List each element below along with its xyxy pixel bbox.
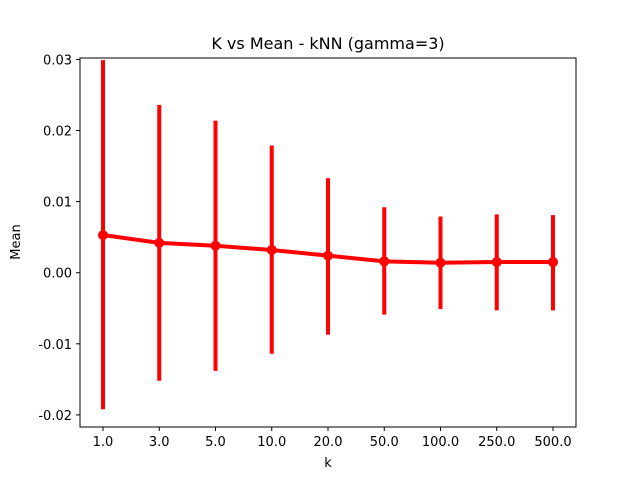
- chart-title: K vs Mean - kNN (gamma=3): [211, 34, 444, 53]
- data-point: [154, 237, 165, 248]
- data-point: [210, 240, 221, 251]
- y-axis: 0.03 0.02 0.01 0.00 -0.01 -0.02: [38, 53, 80, 424]
- x-tick-label: 3.0: [149, 435, 170, 450]
- x-axis-label: k: [324, 456, 332, 471]
- y-tick-label: 0.01: [43, 196, 72, 211]
- x-tick-label: 100.0: [422, 435, 459, 450]
- y-tick-label: 0.02: [43, 125, 72, 140]
- y-tick-label: -0.02: [38, 409, 72, 424]
- x-tick-label: 250.0: [478, 435, 515, 450]
- y-tick-label: 0.03: [43, 53, 72, 68]
- data-point: [266, 244, 277, 255]
- x-tick-label: 10.0: [257, 435, 286, 450]
- data-point: [435, 257, 446, 268]
- data-point: [491, 257, 502, 268]
- y-tick-label: -0.01: [38, 338, 72, 353]
- x-tick-label: 1.0: [93, 435, 114, 450]
- data-point: [548, 257, 558, 268]
- y-tick-label: 0.00: [43, 267, 72, 282]
- data-point: [323, 250, 333, 261]
- data-point: [98, 230, 108, 241]
- x-axis: 1.0 3.0 5.0 10.0 20.0 50.0 100.0 250.0 500.0: [93, 427, 572, 450]
- data-point: [379, 256, 390, 267]
- x-tick-label: 20.0: [314, 435, 343, 450]
- y-axis-label: Mean: [9, 224, 24, 259]
- x-tick-label: 5.0: [205, 435, 226, 450]
- x-tick-label: 50.0: [370, 435, 399, 450]
- x-tick-label: 500.0: [534, 435, 571, 450]
- plot-marks: [98, 60, 558, 410]
